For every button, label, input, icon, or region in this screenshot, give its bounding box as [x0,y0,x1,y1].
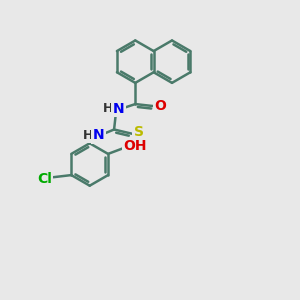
Text: H: H [82,129,93,142]
Text: Cl: Cl [37,172,52,186]
Text: O: O [154,99,166,113]
Text: S: S [134,125,144,139]
Text: N: N [113,102,124,116]
Text: N: N [93,128,104,142]
Text: OH: OH [124,139,147,153]
Text: H: H [103,103,113,116]
